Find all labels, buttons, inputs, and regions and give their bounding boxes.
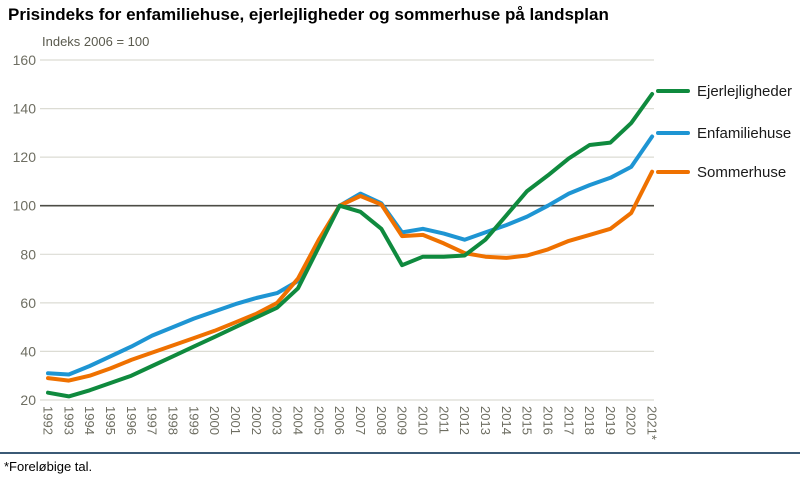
legend-label: Sommerhuse (697, 163, 787, 181)
y-tick-label: 20 (20, 392, 36, 408)
chart-title: Prisindeks for enfamiliehuse, ejerlejlig… (8, 5, 609, 24)
legend-item-ejerlejligheder: Ejerlejligheder (656, 82, 793, 100)
legend-item-enfamiliehuse: Enfamiliehuse (656, 124, 792, 142)
x-tick-label: 2008 (374, 406, 389, 435)
y-tick-label: 80 (20, 246, 36, 262)
axis-unit-label: Indeks 2006 = 100 (42, 34, 150, 49)
footer-divider (0, 452, 800, 454)
series-line-enfamiliehuse (46, 134, 655, 377)
x-tick-label: 2004 (291, 406, 306, 435)
x-tick-label: 2015 (520, 406, 535, 435)
x-tick-label: 2017 (561, 406, 576, 435)
legend-line-swatch-green (656, 89, 690, 93)
x-tick-label: 1992 (41, 406, 56, 435)
x-tick-label: 1993 (61, 406, 76, 435)
y-tick-label: 60 (20, 295, 36, 311)
x-tick-label: 1999 (186, 406, 201, 435)
x-tick-label: 2006 (332, 406, 347, 435)
x-tick-label: 1996 (124, 406, 139, 435)
x-tick-label: 2000 (207, 406, 222, 435)
x-tick-label: 2002 (249, 406, 264, 435)
x-tick-label: 1994 (82, 406, 97, 435)
y-tick-label: 120 (13, 149, 37, 165)
legend-line-swatch-blue (656, 131, 690, 135)
legend-label: Ejerlejligheder (697, 82, 793, 100)
footnote: *Foreløbige tal. (4, 459, 93, 474)
x-tick-label: 2012 (457, 406, 472, 435)
x-tick-label: 2011 (436, 406, 451, 434)
x-tick-label: 2014 (499, 406, 514, 435)
x-tick-label: 2020 (624, 406, 639, 435)
x-tick-label: 1995 (103, 406, 118, 435)
y-tick-label: 160 (13, 52, 37, 68)
series-line-ejerlejligheder (46, 92, 655, 399)
x-tick-label: 2003 (270, 406, 285, 435)
x-tick-label: 1998 (166, 406, 181, 435)
x-tick-label: 2007 (353, 406, 368, 435)
y-tick-label: 40 (20, 343, 36, 359)
x-tick-label: 2001 (228, 406, 243, 435)
x-tick-label: 2016 (540, 406, 555, 435)
y-tick-label: 140 (13, 101, 37, 117)
x-tick-label: 2018 (582, 406, 597, 435)
x-tick-label: 2009 (395, 406, 410, 435)
x-tick-label: 2019 (603, 406, 618, 435)
y-tick-label: 100 (13, 198, 37, 214)
x-tick-label: 2005 (311, 406, 326, 435)
legend-item-sommerhuse: Sommerhuse (656, 163, 787, 181)
x-tick-label: 2013 (478, 406, 493, 435)
legend-line-swatch-orange (656, 170, 690, 174)
x-tick-label: 2021* (645, 406, 660, 440)
series-line-sommerhuse (46, 169, 655, 383)
x-tick-label: 2010 (415, 406, 430, 435)
legend-label: Enfamiliehuse (697, 124, 792, 142)
x-tick-label: 1997 (145, 406, 160, 435)
